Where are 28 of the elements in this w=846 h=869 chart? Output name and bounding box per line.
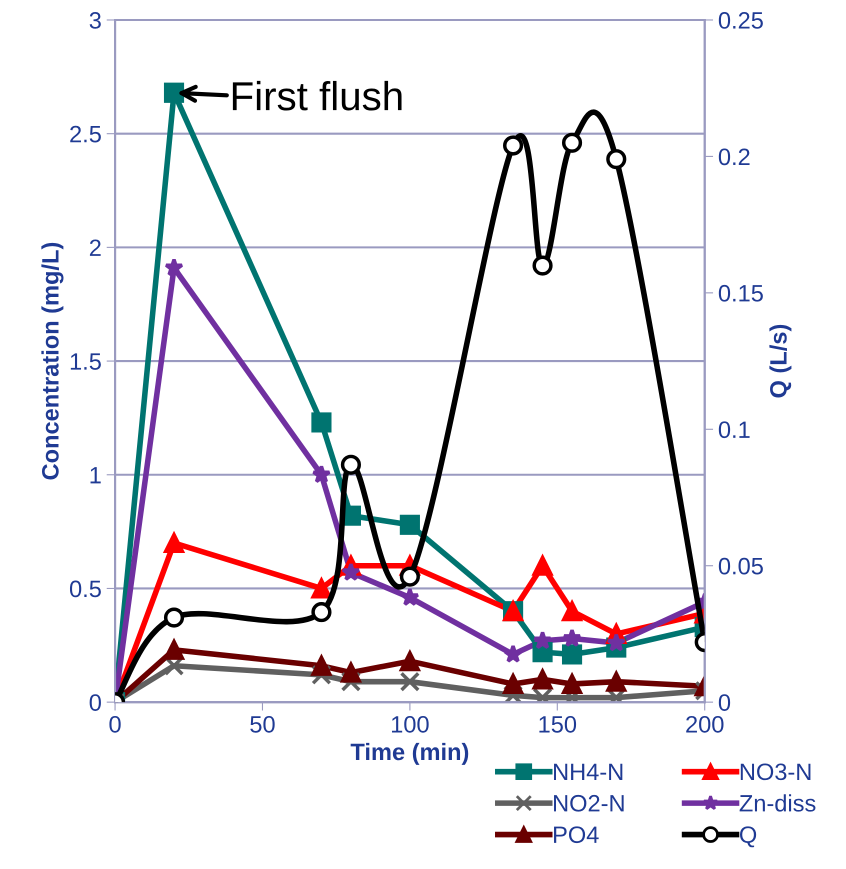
y2-tick-label: 0.05 bbox=[718, 558, 763, 575]
legend-label: PO4 bbox=[554, 826, 599, 844]
y-tick-label: 0.5 bbox=[70, 580, 101, 598]
y-tick-label: 1.5 bbox=[70, 353, 101, 370]
annotation: First flush bbox=[232, 80, 402, 111]
y2-tick-label: 0.25 bbox=[718, 12, 763, 29]
y2-axis-title: Q (L/s) bbox=[769, 324, 792, 398]
y-axis-title: Concentration (mg/L) bbox=[41, 242, 64, 480]
y-tick-label: 0 bbox=[90, 694, 101, 711]
legend-label: NH4-N bbox=[554, 764, 622, 780]
x-tick-label: 200 bbox=[686, 716, 724, 733]
legend-label: NO2-N bbox=[554, 794, 624, 812]
legend-label: Zn-diss bbox=[740, 794, 816, 812]
y-tick-label: 2.5 bbox=[70, 126, 101, 142]
y2-tick-label: 0.2 bbox=[718, 148, 750, 166]
y2-tick-label: 0.1 bbox=[718, 421, 750, 438]
x-tick-label: 150 bbox=[539, 716, 576, 733]
legend-label: Q bbox=[740, 826, 756, 848]
x-axis-title: Time (min) bbox=[350, 742, 468, 765]
y-tick-label: 1 bbox=[90, 467, 101, 484]
y-tick-label: 2 bbox=[90, 239, 101, 256]
y2-tick-label: 0 bbox=[718, 694, 730, 711]
y2-tick-label: 0.15 bbox=[718, 284, 763, 302]
x-tick-label: 100 bbox=[392, 716, 429, 733]
x-tick-label: 50 bbox=[250, 716, 275, 733]
legend-label: NO3-N bbox=[740, 763, 810, 780]
y-tick-label: 3 bbox=[90, 12, 101, 29]
x-tick-label: 0 bbox=[109, 716, 121, 733]
